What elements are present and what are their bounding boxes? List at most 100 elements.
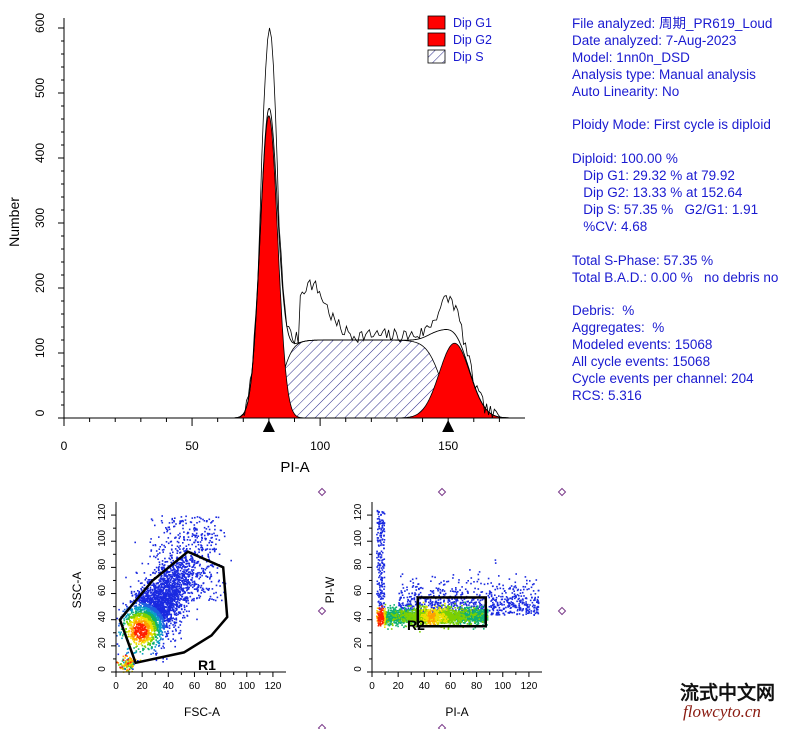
- event-dot: [175, 612, 178, 615]
- event-dot: [197, 584, 200, 586]
- event-dot: [166, 576, 168, 579]
- event-dot: [144, 615, 146, 617]
- event-dot: [380, 534, 383, 537]
- event-dot: [499, 609, 502, 611]
- event-dot: [175, 595, 178, 598]
- event-dot: [139, 640, 141, 643]
- event-dot: [168, 611, 170, 613]
- event-dot: [487, 577, 490, 580]
- event-dot: [490, 606, 492, 608]
- event-dot: [182, 520, 184, 523]
- event-dot: [379, 570, 382, 572]
- event-dot: [193, 580, 196, 583]
- event-dot: [165, 625, 167, 627]
- event-dot: [189, 595, 192, 598]
- event-dot: [154, 593, 157, 596]
- event-dot: [140, 617, 142, 619]
- event-dot: [192, 586, 194, 589]
- event-dot: [149, 604, 151, 606]
- event-dot: [195, 588, 198, 591]
- event-dot: [163, 618, 166, 620]
- event-dot: [136, 630, 138, 632]
- event-dot: [163, 624, 166, 627]
- event-dot: [453, 590, 455, 593]
- event-dot: [198, 597, 201, 599]
- event-dot: [408, 621, 410, 624]
- event-dot: [155, 594, 158, 597]
- event-dot: [483, 583, 486, 586]
- event-dot: [168, 624, 171, 627]
- event-dot: [160, 585, 163, 587]
- event-dot: [378, 604, 381, 607]
- event-dot: [156, 598, 159, 601]
- event-dot: [536, 609, 538, 611]
- event-dot: [132, 633, 134, 636]
- event-dot: [175, 536, 177, 539]
- event-dot: [488, 609, 491, 612]
- event-dot: [401, 621, 403, 624]
- event-dot: [382, 563, 385, 566]
- event-dot: [166, 575, 169, 578]
- event-dot: [150, 600, 153, 602]
- event-dot: [440, 581, 442, 584]
- event-dot: [135, 616, 137, 619]
- event-dot: [178, 605, 181, 607]
- event-dot: [132, 659, 134, 661]
- event-dot: [160, 520, 163, 522]
- event-dot: [169, 613, 171, 616]
- event-dot: [493, 607, 495, 609]
- event-dot: [186, 596, 188, 598]
- event-dot: [410, 598, 413, 601]
- event-dot: [159, 579, 162, 581]
- event-dot: [177, 611, 180, 613]
- event-dot: [146, 592, 149, 595]
- event-dot: [121, 664, 123, 667]
- event-dot: [195, 562, 198, 564]
- event-dot: [163, 615, 165, 617]
- event-dot: [481, 591, 484, 593]
- event-dot: [201, 567, 203, 570]
- event-dot: [376, 590, 379, 593]
- event-dot: [146, 588, 149, 591]
- event-dot: [139, 632, 142, 634]
- event-dot: [505, 606, 507, 609]
- event-dot: [527, 609, 529, 612]
- event-dot: [168, 557, 170, 560]
- event-dot: [157, 607, 159, 609]
- event-dot: [173, 618, 176, 620]
- event-dot: [138, 639, 141, 641]
- event-dot: [134, 631, 137, 633]
- event-dot: [154, 585, 156, 587]
- event-dot: [378, 511, 380, 513]
- event-dot: [132, 662, 135, 665]
- event-dot: [507, 605, 509, 607]
- event-dot: [475, 607, 477, 609]
- event-dot: [404, 608, 406, 610]
- event-dot: [166, 599, 169, 601]
- event-dot: [503, 612, 505, 615]
- event-dot: [150, 538, 152, 540]
- event-dot: [136, 609, 139, 611]
- event-dot: [383, 558, 386, 560]
- fsc-ssc-y-axis-label: SSC-A: [70, 572, 84, 609]
- event-dot: [184, 597, 186, 600]
- event-dot: [159, 606, 161, 609]
- event-dot: [160, 637, 162, 639]
- event-dot: [162, 627, 165, 630]
- event-dot: [162, 604, 165, 606]
- event-dot: [161, 543, 163, 546]
- event-dot: [499, 587, 502, 590]
- event-dot: [171, 554, 173, 557]
- event-dot: [191, 533, 194, 535]
- event-dot: [214, 549, 216, 551]
- event-dot: [467, 580, 469, 582]
- event-dot: [492, 597, 494, 600]
- event-dot: [144, 621, 146, 624]
- event-dot: [422, 610, 425, 612]
- event-dot: [158, 579, 160, 581]
- event-dot: [423, 603, 426, 605]
- event-dot: [135, 646, 137, 648]
- event-dot: [393, 610, 395, 613]
- event-dot: [130, 612, 133, 614]
- event-dot: [140, 609, 142, 611]
